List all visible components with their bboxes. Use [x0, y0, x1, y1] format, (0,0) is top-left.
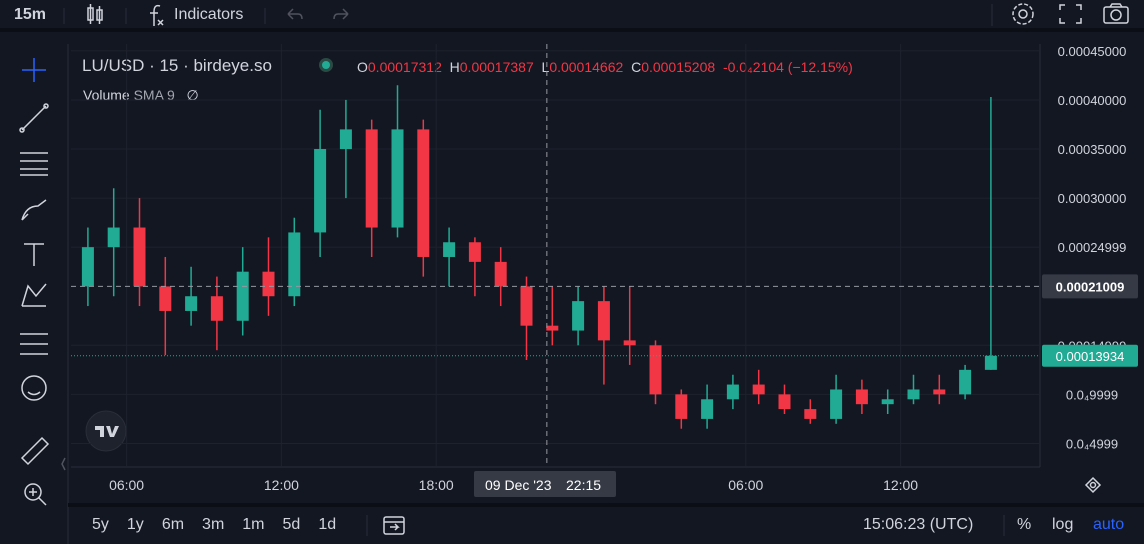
symbol-title: LU/USD · 15 · birdeye.so [82, 56, 272, 75]
ohlc-legend: O0.00017312 H0.00017387 L0.00014662 C0.0… [357, 59, 853, 75]
settings-icon[interactable] [1012, 3, 1034, 25]
range-button[interactable]: 1d [318, 516, 337, 533]
label: Volume [83, 87, 130, 103]
range-button[interactable]: 5y [92, 516, 109, 533]
label: O [357, 59, 368, 75]
percent-button[interactable]: % [1017, 516, 1032, 533]
range-button[interactable]: 3m [202, 516, 225, 533]
goto-date-icon[interactable] [383, 516, 405, 535]
candles-icon[interactable] [87, 4, 103, 24]
clock: 15:06:23 (UTC) [863, 516, 974, 533]
value: 0.00014662 [549, 59, 624, 75]
drawing-tools[interactable] [19, 58, 66, 506]
fullscreen-icon[interactable] [1059, 4, 1082, 24]
label: H [449, 59, 460, 75]
log-button[interactable]: log [1052, 516, 1074, 533]
label: C [631, 59, 642, 75]
range-button[interactable]: 6m [161, 516, 185, 533]
auto-button[interactable]: auto [1093, 516, 1125, 533]
fx-icon [150, 4, 164, 26]
indicators-button[interactable]: Indicators [174, 6, 244, 23]
change: -0.0₄2104 (−12.15%) [722, 59, 853, 75]
interval-button[interactable]: 15m [14, 6, 47, 23]
value: 0.00017312 [367, 59, 442, 75]
range-button[interactable]: 1y [126, 516, 144, 533]
value: 0.00017387 [459, 59, 534, 75]
label: SMA 9 [133, 87, 175, 103]
range-button[interactable]: 1m [242, 516, 265, 533]
range-buttons: 5y 1y 6m 3m 1m 5d 1d [92, 516, 354, 534]
value: ∅ [186, 87, 199, 103]
axis-settings-icon[interactable] [1084, 476, 1102, 494]
status-dot [322, 61, 330, 69]
range-button[interactable]: 5d [282, 516, 301, 533]
volume-legend: Volume SMA 9 ∅ [83, 87, 199, 104]
status-dot-outer [319, 58, 333, 72]
label: L [541, 59, 550, 75]
screenshot-icon[interactable] [1103, 3, 1129, 24]
value: 0.00015208 [641, 59, 716, 75]
